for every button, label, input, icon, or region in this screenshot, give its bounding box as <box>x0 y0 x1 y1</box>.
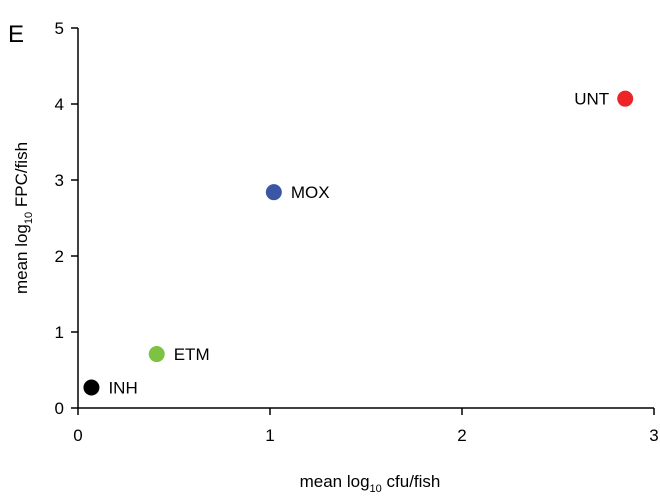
x-tick-label: 1 <box>265 426 274 445</box>
point-label-unt: UNT <box>574 90 609 109</box>
x-axis: 0 1 2 3 <box>73 407 659 445</box>
x-tick-label: 0 <box>73 426 82 445</box>
point-etm <box>148 346 165 363</box>
y-tick-label: 1 <box>55 323 64 342</box>
y-axis-label: mean log10 FPC/fish <box>12 142 35 294</box>
x-ticks: 0 1 2 3 <box>73 408 659 445</box>
y-tick-label: 5 <box>55 19 64 38</box>
point-mox <box>265 184 282 201</box>
y-axis-label-sub: 10 <box>23 212 35 224</box>
x-axis-label-sub: 10 <box>370 483 382 495</box>
y-ticks: 0 1 2 3 4 5 <box>55 19 78 418</box>
point-label-inh: INH <box>108 378 137 397</box>
y-tick-label: 4 <box>55 95 64 114</box>
y-axis-label-pre: mean log <box>12 224 31 294</box>
panel-label: E <box>8 21 24 48</box>
y-tick-label: 3 <box>55 171 64 190</box>
y-axis: 0 1 2 3 4 5 <box>55 19 79 418</box>
x-tick-label: 3 <box>649 426 658 445</box>
point-unt <box>617 90 634 107</box>
x-axis-label-pre: mean log <box>300 472 370 491</box>
point-label-etm: ETM <box>174 345 210 364</box>
y-tick-label: 2 <box>55 247 64 266</box>
y-tick-label: 0 <box>55 399 64 418</box>
point-inh <box>83 379 100 396</box>
x-tick-label: 2 <box>457 426 466 445</box>
y-axis-label-post: FPC/fish <box>12 142 31 212</box>
x-axis-label-post: cfu/fish <box>382 472 441 491</box>
point-label-mox: MOX <box>291 183 330 202</box>
x-axis-label: mean log10 cfu/fish <box>300 472 441 495</box>
data-points: INH ETM MOX UNT <box>83 90 634 397</box>
